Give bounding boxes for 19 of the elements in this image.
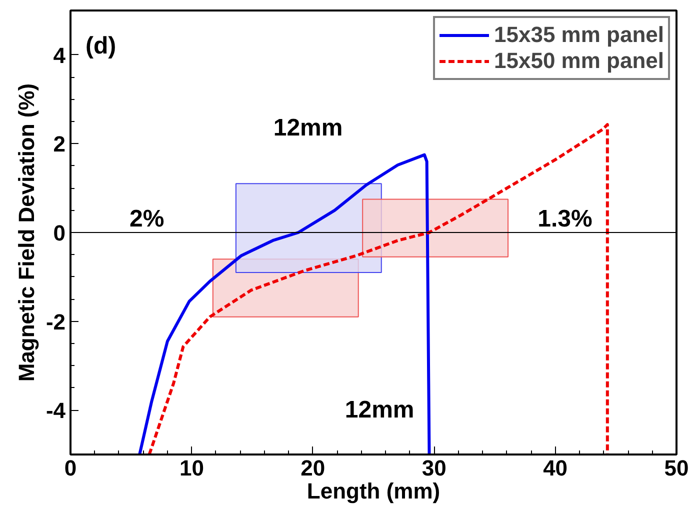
x-tick-label: 40 [543, 456, 568, 480]
annotation: 12mm [344, 396, 414, 424]
annotation: 12mm [273, 114, 343, 142]
x-tick-label: 50 [664, 456, 689, 480]
y-tick-label: 2 [53, 132, 66, 157]
x-tick-label: 30 [422, 456, 446, 480]
x-tick-label: 20 [300, 456, 326, 480]
y-tick-label: -4 [46, 398, 66, 424]
y-tick-label: 0 [53, 220, 66, 246]
x-axis-title: Length (mm) [306, 478, 440, 504]
x-tick-label: 10 [179, 456, 204, 480]
annotation: (d) [85, 32, 116, 60]
annotation: 1.3% [538, 206, 592, 233]
annotation: 2% [130, 206, 164, 233]
y-axis-title: Magnetic Field Deviation (%) [14, 83, 39, 382]
y-tick-label: 4 [53, 42, 66, 68]
legend-label: 15x35 mm panel [494, 22, 664, 48]
legend-label: 15x50 mm panel [494, 48, 664, 74]
y-tick-label: -2 [46, 309, 66, 334]
